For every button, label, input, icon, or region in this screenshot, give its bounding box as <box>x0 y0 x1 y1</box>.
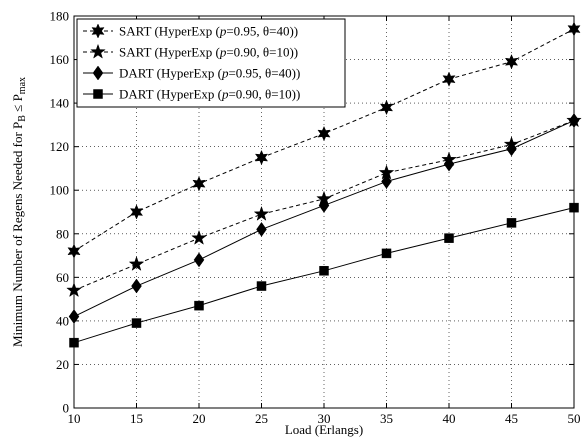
legend-label-text: DART (HyperExp ( <box>119 66 222 81</box>
legend-label-param: p <box>219 24 227 39</box>
legend: SART (HyperExp (p=0.95, θ=40))SART (Hype… <box>76 18 346 108</box>
series-4 <box>69 202 579 348</box>
y-tick-label: 0 <box>63 401 70 416</box>
series-line <box>73 28 575 252</box>
y-tick-label: 60 <box>56 270 69 285</box>
legend-label-values: =0.90, θ=10)) <box>226 45 298 60</box>
legend-entry: DART (HyperExp (p=0.90, θ=10)) <box>83 87 300 102</box>
legend-label-param: p <box>221 87 229 102</box>
data-point <box>256 281 267 291</box>
legend-label-text: DART (HyperExp ( <box>119 87 222 102</box>
series-line <box>73 120 575 317</box>
series-layer <box>66 21 582 348</box>
data-point <box>442 71 456 87</box>
x-tick-label: 15 <box>130 411 143 426</box>
legend-entry: DART (HyperExp (p=0.95, θ=40)) <box>83 66 300 81</box>
data-point <box>194 300 204 311</box>
legend-label-param: p <box>221 66 229 81</box>
data-point <box>506 141 517 157</box>
x-tick-label: 45 <box>505 411 518 426</box>
data-point <box>131 318 142 328</box>
x-tick-label: 35 <box>380 411 393 426</box>
y-tick-label: 140 <box>50 96 70 111</box>
data-point <box>506 218 517 228</box>
data-point <box>193 252 205 268</box>
series-3 <box>68 113 580 324</box>
data-point <box>128 256 145 271</box>
y-axis-label: Minimum Number of Regens Needed for PB ≤… <box>10 77 28 347</box>
x-tick-label: 20 <box>193 411 206 426</box>
data-point <box>192 176 206 192</box>
data-point <box>381 174 392 189</box>
legend-box <box>76 18 346 108</box>
ticks: 10 15 20 25 30 35 40 45 50 0 20 40 60 80 100 120 140 160 1… <box>50 9 581 427</box>
y-tick-label: 120 <box>50 139 70 154</box>
x-tick-label: 25 <box>255 411 268 426</box>
data-point <box>318 198 330 213</box>
legend-label-param: p <box>219 45 227 60</box>
y-tick-label: 80 <box>56 226 69 241</box>
legend-entry: SART (HyperExp (p=0.90, θ=10)) <box>83 43 298 60</box>
legend-marker <box>93 89 103 99</box>
legend-label: SART (HyperExp (p=0.90, θ=10)) <box>119 45 298 60</box>
data-point <box>381 248 392 259</box>
legend-marker <box>92 65 104 81</box>
data-point <box>254 149 269 166</box>
y-axis-label-main: Minimum Number of Regens Needed for P <box>10 122 25 347</box>
data-point <box>379 99 394 116</box>
data-point <box>131 278 142 294</box>
data-point <box>191 229 207 245</box>
legend-label-text: SART (HyperExp ( <box>119 24 220 39</box>
y-axis-label-leq: ≤ P <box>10 94 25 115</box>
legend-label-text: SART (HyperExp ( <box>119 45 220 60</box>
data-point <box>317 125 331 142</box>
x-axis-label: Load (Erlangs) <box>285 422 363 437</box>
y-axis-label-sub-max: max <box>17 77 28 94</box>
y-tick-label: 180 <box>50 9 70 24</box>
legend-label: DART (HyperExp (p=0.95, θ=40)) <box>119 66 300 81</box>
data-point <box>504 54 519 70</box>
y-tick-label: 20 <box>56 357 69 372</box>
x-tick-label: 40 <box>443 411 456 426</box>
data-point <box>443 156 455 172</box>
y-tick-label: 40 <box>56 313 69 328</box>
x-tick-label: 10 <box>68 411 81 426</box>
x-tick-label: 30 <box>318 411 331 426</box>
y-tick-label: 100 <box>50 183 70 198</box>
legend-label: DART (HyperExp (p=0.90, θ=10)) <box>119 87 300 102</box>
legend-label-values: =0.95, θ=40)) <box>226 24 298 39</box>
data-point <box>256 221 267 237</box>
legend-label: SART (HyperExp (p=0.95, θ=40)) <box>119 24 298 39</box>
data-point <box>319 266 329 276</box>
y-tick-label: 160 <box>50 52 70 67</box>
legend-label-values: =0.95, θ=40)) <box>228 66 300 81</box>
legend-label-values: =0.90, θ=10)) <box>228 87 300 102</box>
data-point <box>253 205 270 221</box>
x-tick-label: 50 <box>568 411 581 426</box>
data-point <box>444 233 454 243</box>
legend-marker <box>91 23 105 39</box>
data-point <box>129 204 144 220</box>
y-axis-label-sub-b: B <box>17 115 28 122</box>
legend-marker <box>90 43 106 59</box>
legend-entry: SART (HyperExp (p=0.95, θ=40)) <box>83 23 298 39</box>
